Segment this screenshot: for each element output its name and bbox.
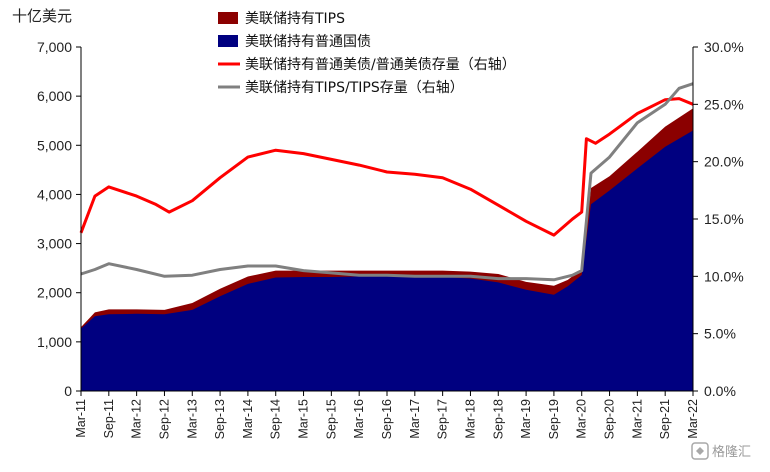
right-y-ticks: 0.0% 5.0% 10.0% 15.0% 20.0% 25.0% 30.0% <box>693 39 744 399</box>
x-tick-label: Mar-14 <box>241 399 255 439</box>
area-series-2 <box>81 130 693 391</box>
line-series-1 <box>79 97 694 237</box>
x-tick-label: Sep-19 <box>547 399 561 439</box>
left-y-ticks: 0 1,000 2,000 3,000 4,000 5,000 6,000 7,000 <box>37 39 81 399</box>
x-tick-label: Sep-16 <box>380 399 394 439</box>
x-tick-label: Sep-13 <box>213 399 227 439</box>
legend-label: 美联储持有TIPS/TIPS存量（右轴） <box>245 80 464 96</box>
line-series-group <box>79 82 694 282</box>
legend-swatch <box>218 12 238 24</box>
left-y-tick-label: 5,000 <box>37 137 72 153</box>
x-tick-label: Mar-19 <box>519 399 533 439</box>
right-y-tick-label: 20.0% <box>704 154 744 170</box>
legend-label: 美联储持有TIPS <box>245 11 345 27</box>
left-y-tick-label: 1,000 <box>37 334 72 350</box>
x-tick-label: Mar-15 <box>297 399 311 439</box>
x-tick-label: Mar-12 <box>130 399 144 439</box>
legend-label: 美联储持有普通国债 <box>245 34 371 50</box>
line-series-2 <box>80 82 694 282</box>
watermark-logo-icon <box>691 442 709 460</box>
x-tick-label: Mar-17 <box>408 399 422 439</box>
left-y-tick-label: 3,000 <box>37 236 72 252</box>
x-tick-label: Sep-17 <box>436 399 450 439</box>
left-y-tick-label: 4,000 <box>37 186 72 202</box>
right-y-tick-label: 10.0% <box>704 268 744 284</box>
watermark-text: 格隆汇 <box>712 444 751 460</box>
x-tick-label: Mar-21 <box>630 399 644 439</box>
x-tick-label: Mar-11 <box>74 399 88 438</box>
left-y-tick-label: 6,000 <box>37 88 72 104</box>
x-tick-label: Mar-20 <box>575 399 589 439</box>
x-tick-label: Sep-18 <box>491 399 505 439</box>
x-tick-label: Mar-22 <box>686 399 700 439</box>
right-y-tick-label: 30.0% <box>704 39 744 55</box>
x-tick-label: Sep-20 <box>603 399 617 439</box>
x-tick-label: Mar-13 <box>185 399 199 439</box>
watermark: 格隆汇 <box>691 442 751 460</box>
x-tick-label: Sep-14 <box>269 399 283 439</box>
left-y-tick-label: 0 <box>64 383 72 399</box>
area-series-group <box>81 108 693 392</box>
x-ticks: Mar-11 Sep-11 Mar-12 Sep-12 Mar-13 Sep-13 Mar-… <box>74 391 700 439</box>
legend-swatch <box>218 35 238 47</box>
left-y-tick-label: 7,000 <box>37 39 72 55</box>
right-y-tick-label: 15.0% <box>704 211 744 227</box>
right-y-tick-label: 25.0% <box>704 96 744 112</box>
x-tick-label: Sep-12 <box>157 399 171 439</box>
x-tick-label: Sep-11 <box>102 399 116 438</box>
x-tick-label: Mar-16 <box>352 399 366 439</box>
x-tick-label: Sep-15 <box>324 399 338 439</box>
x-tick-label: Mar-18 <box>463 399 477 439</box>
legend-label: 美联储持有普通美债/普通美债存量（右轴） <box>245 57 516 73</box>
right-y-tick-label: 0.0% <box>704 383 736 399</box>
right-y-tick-label: 5.0% <box>704 326 736 342</box>
x-tick-label: Sep-21 <box>658 399 672 439</box>
left-y-tick-label: 2,000 <box>37 285 72 301</box>
left-axis-unit-label: 十亿美元 <box>12 7 72 25</box>
